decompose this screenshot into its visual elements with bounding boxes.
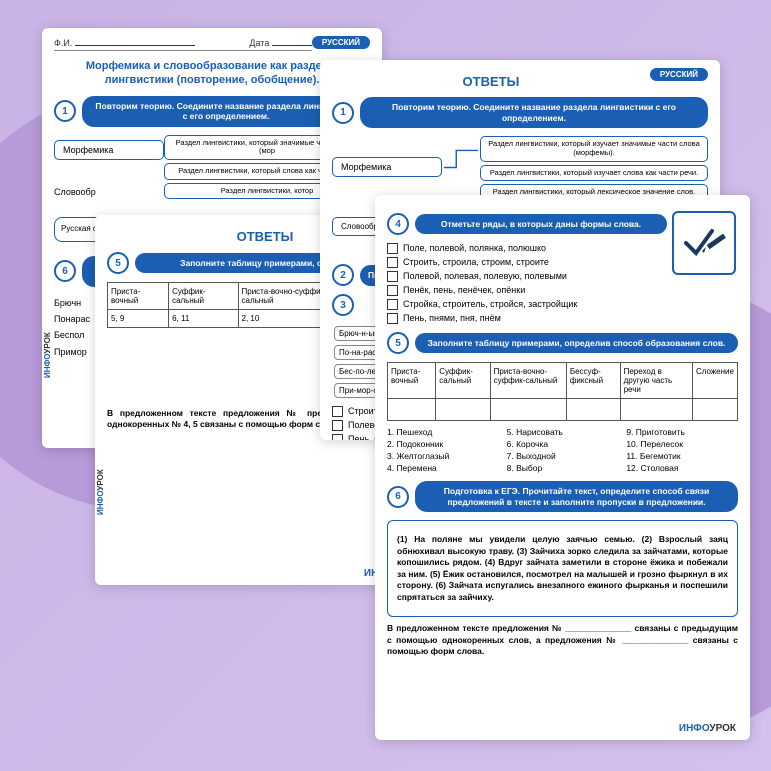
li-10: 8. Выбор xyxy=(507,463,619,473)
checkbox[interactable] xyxy=(387,285,398,296)
th5-5: Сложение xyxy=(692,363,737,399)
li-11: 12. Столовая xyxy=(626,463,738,473)
th-0: Приста-вочный xyxy=(108,283,169,310)
logo-side-2: ИНФОУРОК xyxy=(96,469,105,515)
th5-3: Бессуф-фиксный xyxy=(566,363,620,399)
check-4: Стройка, строитель, стройся, застройщик xyxy=(403,299,577,310)
task-4-bar: 4 Отметьте ряды, в которых даны формы сл… xyxy=(387,213,667,235)
def-1-3: Раздел лингвистики, который изучает знач… xyxy=(480,136,708,161)
th5-4: Переход в другую часть речи xyxy=(620,363,692,399)
task-1-bar-3: 1 Повторим теорию. Соедините название ра… xyxy=(332,97,708,128)
task-num-1: 1 xyxy=(54,100,76,122)
th-1: Суффик-сальный xyxy=(169,283,238,310)
check-1: Строить, строила, строим, строите xyxy=(403,257,549,268)
date-field[interactable] xyxy=(272,45,312,46)
term-slovoobr: Словообр xyxy=(54,187,164,197)
checkbox[interactable] xyxy=(387,313,398,324)
checkbox[interactable] xyxy=(387,243,398,254)
check-5: Пень, пнями, пня, пнём xyxy=(403,313,501,324)
task-num-5: 5 xyxy=(107,252,129,274)
table-ways-6: Приста-вочный Суффик-сальный Приста-вочн… xyxy=(387,362,738,421)
li-4: 6. Корочка xyxy=(507,439,619,449)
task-num-3: 3 xyxy=(332,294,354,316)
checkmark-pencil-icon xyxy=(672,211,736,275)
checkbox[interactable] xyxy=(387,299,398,310)
checkbox[interactable] xyxy=(387,257,398,268)
date-label: Дата xyxy=(249,38,269,48)
li-5: 10. Перелесок xyxy=(626,439,738,449)
task-num-2: 2 xyxy=(332,264,354,286)
th5-0: Приста-вочный xyxy=(388,363,436,399)
li-8: 11. Бегемотик xyxy=(626,451,738,461)
li-3: 2. Подоконник xyxy=(387,439,499,449)
li-9: 4. Перемена xyxy=(387,463,499,473)
logo-side: ИНФОУРОК xyxy=(43,332,52,378)
task-num-1-3: 1 xyxy=(332,102,354,124)
fi-label: Ф.И. xyxy=(54,38,72,48)
th5-2: Приста-вочно-суффик-сальный xyxy=(490,363,566,399)
task-num-6: 6 xyxy=(54,260,76,282)
subject-badge: РУССКИЙ xyxy=(312,36,370,49)
li-6: 3. Желтоглазый xyxy=(387,451,499,461)
task-4-text: Отметьте ряды, в которых даны формы слов… xyxy=(415,214,667,235)
check-3: Пенёк, пень, пенёчек, опёнки xyxy=(403,285,525,296)
task-6-text-4: Подготовка к ЕГЭ. Прочитайте текст, опре… xyxy=(415,481,738,512)
header-line: Ф.И. Дата xyxy=(54,38,312,51)
check-0: Поле, полевой, полянка, полюшко xyxy=(403,243,546,254)
li-7: 7. Выходной xyxy=(507,451,619,461)
th5-1: Суффик-сальный xyxy=(436,363,490,399)
li-0: 1. Пешеход xyxy=(387,427,499,437)
checklist-4: Поле, полевой, полянка, полюшко Строить,… xyxy=(387,243,657,324)
checkbox[interactable] xyxy=(332,406,343,417)
task-5-text-4: Заполните таблицу примерами, определив с… xyxy=(415,333,738,354)
checkbox[interactable] xyxy=(387,271,398,282)
check-2: Полевой, полевая, полевую, полевыми xyxy=(403,271,567,282)
task-6-bar-4: 6 Подготовка к ЕГЭ. Прочитайте текст, оп… xyxy=(387,481,738,512)
task-num-4: 4 xyxy=(387,213,409,235)
logo-bottom-4: ИНФОУРОК xyxy=(679,723,736,734)
task-5-bar-4: 5 Заполните таблицу примерами, определив… xyxy=(387,332,738,354)
fill-text: В предложенном тексте предложения № ____… xyxy=(387,623,738,657)
task-num-5-4: 5 xyxy=(387,332,409,354)
li-1: 5. Нарисовать xyxy=(507,427,619,437)
task-num-6-4: 6 xyxy=(387,486,409,508)
sheet-4: 4 Отметьте ряды, в которых даны формы сл… xyxy=(375,195,750,740)
term-morphemika-3: Морфемика xyxy=(332,157,442,177)
numbered-word-list: 1. Пешеход 5. Нарисовать 9. Приготовить … xyxy=(387,427,738,473)
td-0: 5, 9 xyxy=(108,310,169,328)
td-1: 6, 11 xyxy=(169,310,238,328)
morph-3: Бес-по-ле xyxy=(334,364,381,379)
fi-field[interactable] xyxy=(75,45,195,46)
li-2: 9. Приготовить xyxy=(626,427,738,437)
story-block: (1) На поляне мы увидели целую заячью се… xyxy=(387,520,738,617)
def-2-3: Раздел лингвистики, который изучает слов… xyxy=(480,165,708,182)
subject-badge-3: РУССКИЙ xyxy=(650,68,708,81)
story-text: (1) На поляне мы увидели целую заячью се… xyxy=(397,534,728,603)
task-1-text-3: Повторим теорию. Соедините название разд… xyxy=(360,97,708,128)
checkbox[interactable] xyxy=(332,434,343,440)
checkbox[interactable] xyxy=(332,420,343,431)
term-morphemika: Морфемика xyxy=(54,140,164,160)
empty-cell[interactable] xyxy=(388,399,436,421)
